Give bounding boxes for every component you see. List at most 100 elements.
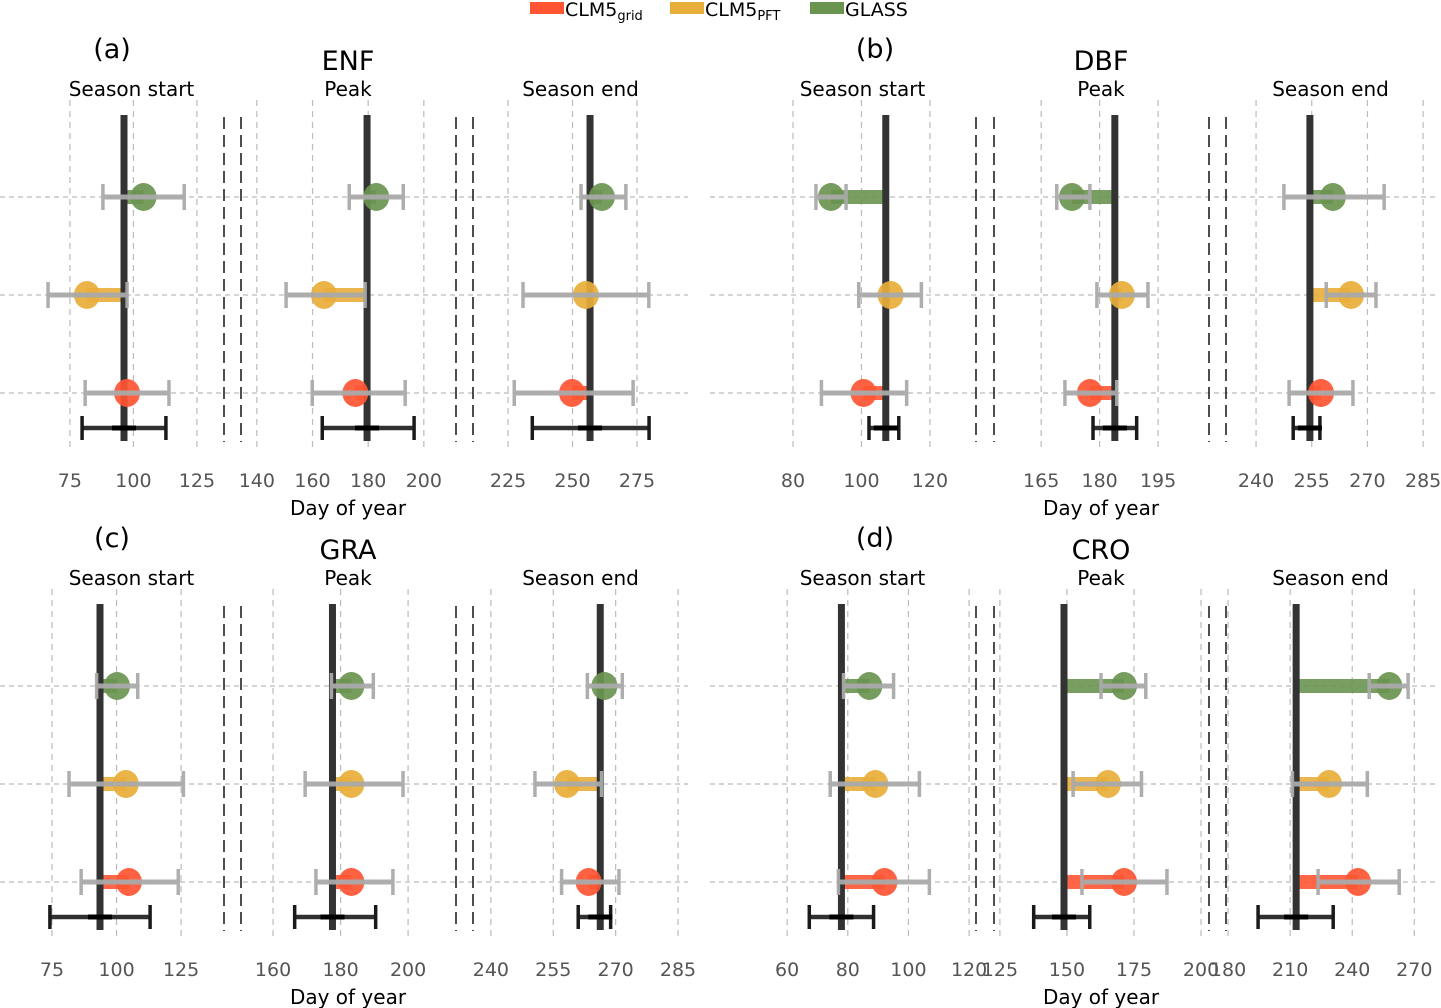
subplot-season-start: Season start 75 100 125 [46,77,215,492]
errorbar-glass [579,184,628,210]
panel-label: (b) [856,34,894,65]
legend-label-subscript: PFT [757,9,780,24]
errorbar-clm5_pft [303,771,405,797]
legend-item: CLM5PFT [670,0,780,24]
errorbar-glass [585,673,625,699]
subplot-title: Season start [800,566,926,590]
offset-bar-glass [1296,679,1390,693]
x-tick-label: 60 [775,959,799,981]
x-tick-label: 150 [1049,959,1085,981]
x-tick-label: 140 [239,470,275,492]
x-tick-label: 180 [350,470,386,492]
subplot-season-start: Season start 60 80 100 120 [775,566,987,981]
subplot-title: Season end [522,566,639,590]
errorbar-glass [1099,673,1148,699]
x-tick-label: 165 [1023,470,1059,492]
errorbar-clm5_pft [1095,282,1150,308]
x-tick-label: 200 [390,959,426,981]
x-tick-label: 180 [1082,470,1118,492]
reference-errorbar [1031,905,1092,929]
errorbar-glass [814,184,848,210]
reference-errorbar [530,416,651,440]
x-tick-label: 255 [535,959,571,981]
panel-label: (a) [93,34,131,65]
x-tick-label: 285 [660,959,696,981]
legend-label: CLM5PFT [705,0,780,24]
legend-item: GLASS [810,0,908,21]
panel-title: GRA [319,535,377,566]
errorbar-clm5_pft [46,282,129,308]
errorbar-glass [841,673,896,699]
panel-label: (d) [856,523,894,554]
x-tick-label: 250 [554,470,590,492]
x-tick-label: 125 [163,959,199,981]
x-tick-label: 240 [473,959,509,981]
x-tick-label: 80 [781,470,805,492]
x-axis-label: Day of year [1043,985,1160,1008]
panel-enf: (a) ENF Day of year Season start 75 100 125 Pea… [0,34,688,520]
errorbar-clm5_grid [1316,869,1401,895]
legend-swatch [810,2,844,14]
x-tick-label: 180 [322,959,358,981]
legend: CLM5grid CLM5PFT GLASS [530,0,908,24]
errorbar-clm5_pft [828,771,922,797]
subplot-peak: Peak 140 160 180 200 [239,77,442,492]
errorbar-clm5_grid [79,869,180,895]
x-axis-label: Day of year [1043,496,1160,520]
errorbar-clm5_grid [83,380,171,406]
reference-errorbar [807,905,876,929]
errorbar-clm5_grid [819,380,909,406]
subplot-title: Season end [1272,566,1389,590]
x-tick-label: 100 [890,959,926,981]
subplot-title: Season end [1272,77,1389,101]
panel-title: ENF [322,46,375,77]
x-tick-label: 75 [58,470,82,492]
x-tick-label: 270 [1396,959,1432,981]
errorbar-glass [1055,184,1092,210]
x-tick-label: 270 [1349,470,1385,492]
x-tick-label: 210 [1272,959,1308,981]
reference-errorbar [320,416,416,440]
x-tick-label: 275 [619,470,655,492]
x-tick-label: 240 [1238,470,1274,492]
reference-errorbar [80,416,168,440]
x-tick-label: 180 [1210,959,1246,981]
errorbar-glass [1367,673,1410,699]
legend-label-main: GLASS [845,0,908,21]
legend-label-subscript: grid [617,9,642,24]
subplot-season-end: Season end 225 250 275 [490,77,655,492]
subplot-season-end: Season end 180 210 240 270 [1210,566,1433,981]
x-axis-label: Day of year [290,985,407,1008]
subplot-title: Season start [69,566,195,590]
x-tick-label: 195 [1140,470,1176,492]
subplot-title: Peak [324,77,372,101]
errorbar-clm5_pft [533,771,604,797]
x-tick-label: 100 [98,959,134,981]
errorbar-clm5_pft [1324,282,1378,308]
errorbar-glass [329,673,376,699]
legend-item: CLM5grid [530,0,643,24]
legend-swatch [530,2,564,14]
subplot-title: Season start [69,77,195,101]
panel-label: (c) [94,523,130,554]
reference-errorbar [1256,905,1335,929]
errorbar-clm5_pft [856,282,924,308]
x-tick-label: 160 [255,959,291,981]
subplot-season-end: Season end 240 255 270 285 [1238,77,1441,492]
errorbar-glass [347,184,405,210]
x-tick-label: 100 [843,470,879,492]
reference-errorbar [867,416,901,440]
x-tick-label: 120 [951,959,987,981]
x-tick-label: 240 [1334,959,1370,981]
errorbar-clm5_pft [1071,771,1144,797]
errorbar-clm5_grid [559,869,621,895]
x-tick-label: 80 [836,959,860,981]
x-tick-label: 75 [40,959,64,981]
x-tick-label: 125 [982,959,1018,981]
reference-errorbar [1291,416,1322,440]
x-tick-label: 125 [179,470,215,492]
panel-gra: (c) GRA Day of year Season start 75 100 125 Pea… [0,523,696,1008]
subplot-season-start: Season start 80 100 120 [781,77,948,492]
subplot-title: Season end [522,77,639,101]
